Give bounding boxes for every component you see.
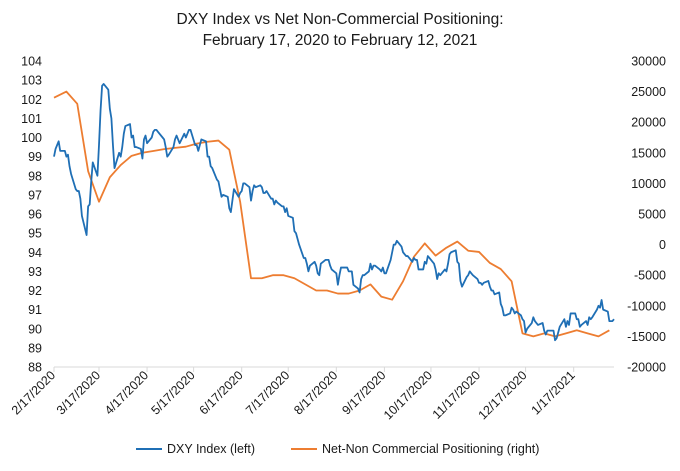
x-tick-label: 12/17/2020 [476, 368, 530, 422]
left-tick-label: 90 [28, 322, 42, 336]
right-tick-label: 30000 [631, 55, 666, 69]
right-tick-label: 5000 [638, 208, 666, 222]
right-axis: -20000 -15000 -10000 -5000 0 5000 10000 15000 20… [627, 55, 666, 375]
left-tick-label: 91 [28, 303, 42, 317]
legend: DXY Index (left) Net-Non Commercial Posi… [136, 442, 539, 456]
left-tick-label: 88 [28, 361, 42, 375]
x-tick-label: 1/17/2021 [529, 368, 578, 417]
left-tick-label: 95 [28, 227, 42, 241]
right-tick-label: 25000 [631, 85, 666, 99]
left-tick-label: 102 [21, 93, 42, 107]
dxy-index-line [53, 83, 615, 342]
series-layer [53, 83, 615, 342]
left-tick-label: 94 [28, 246, 42, 260]
right-tick-label: -10000 [627, 299, 666, 313]
x-tick-label: 8/17/2020 [291, 368, 340, 417]
right-tick-label: 0 [659, 238, 666, 252]
left-tick-label: 93 [28, 265, 42, 279]
left-axis: 88 89 90 91 92 93 94 95 96 97 98 99 100 101 102 103 104 [21, 55, 42, 375]
x-tick-label: 2/17/2020 [9, 368, 58, 417]
left-tick-label: 99 [28, 150, 42, 164]
legend-label-positioning: Net-Non Commercial Positioning (right) [322, 442, 539, 456]
x-tick-label: 3/17/2020 [54, 368, 103, 417]
chart-title-line-2: February 17, 2020 to February 12, 2021 [203, 32, 478, 49]
positioning-line [53, 90, 610, 338]
left-tick-label: 103 [21, 74, 42, 88]
x-tick-label: 7/17/2020 [243, 368, 292, 417]
left-tick-label: 92 [28, 284, 42, 298]
x-tick-label: 6/17/2020 [197, 368, 246, 417]
legend-label-dxy: DXY Index (left) [167, 442, 255, 456]
right-tick-label: 20000 [631, 116, 666, 130]
x-tick-label: 10/17/2020 [381, 368, 435, 422]
x-tick-label: 11/17/2020 [430, 368, 484, 422]
right-tick-label: 15000 [631, 146, 666, 160]
left-tick-label: 98 [28, 169, 42, 183]
x-axis: 2/17/20203/17/20204/17/20205/17/20206/17… [9, 367, 578, 422]
left-tick-label: 101 [21, 112, 42, 126]
right-tick-label: -20000 [627, 361, 666, 375]
left-tick-label: 100 [21, 131, 42, 145]
right-tick-label: -5000 [634, 269, 666, 283]
left-tick-label: 89 [28, 341, 42, 355]
x-tick-label: 5/17/2020 [149, 368, 198, 417]
left-tick-label: 96 [28, 208, 42, 222]
right-tick-label: 10000 [631, 177, 666, 191]
left-tick-label: 97 [28, 188, 42, 202]
x-tick-label: 4/17/2020 [102, 368, 151, 417]
x-tick-label: 9/17/2020 [339, 368, 388, 417]
chart-title-line-1: DXY Index vs Net Non-Commercial Position… [176, 11, 503, 28]
right-tick-label: -15000 [627, 330, 666, 344]
left-tick-label: 104 [21, 55, 42, 69]
